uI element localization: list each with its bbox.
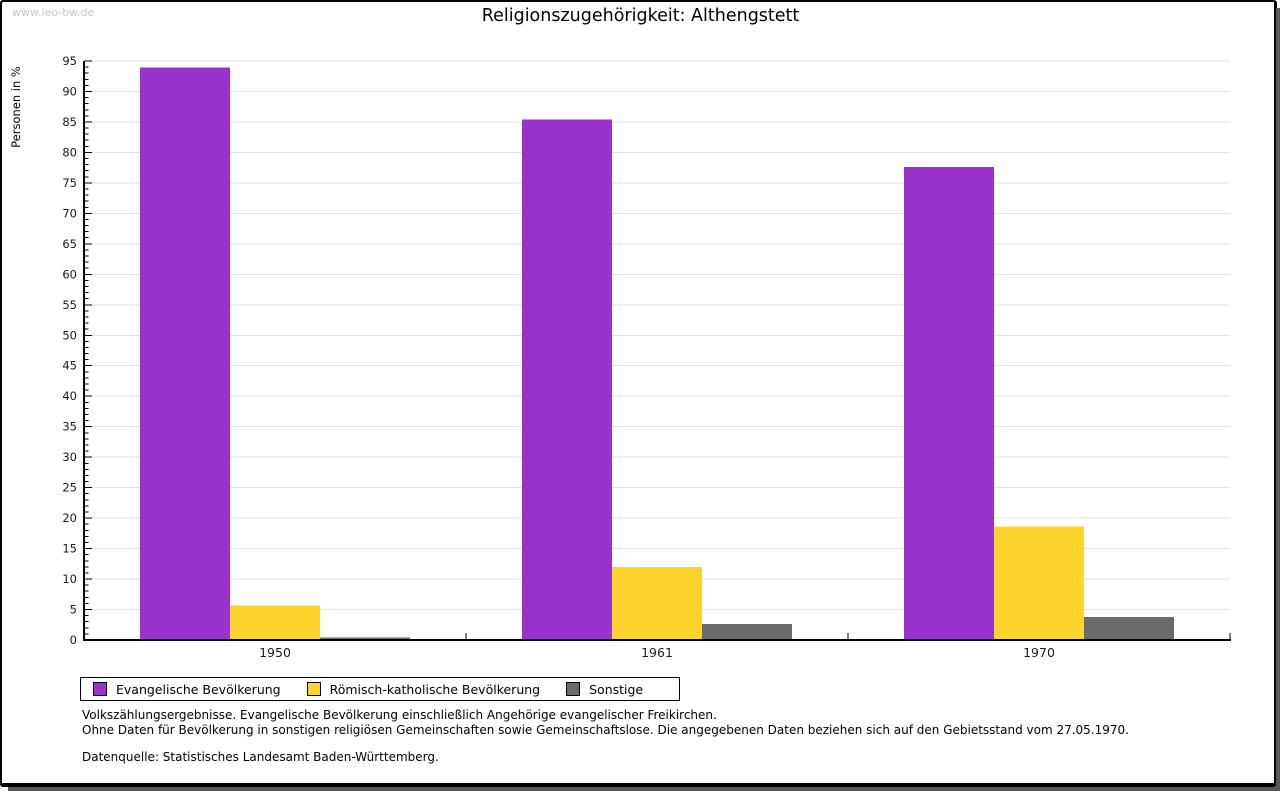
frame-shadow-right [1276,8,1280,791]
chart-title: Religionszugehörigkeit: Althengstett [481,6,800,26]
x-category-label: 1950 [259,645,291,660]
legend-label-1: Evangelische Bevölkerung [116,681,281,697]
y-tick-label: 90 [62,84,77,98]
legend: Evangelische Bevölkerung Römisch-katholis… [80,677,680,701]
y-tick-label: 50 [62,328,77,342]
y-tick-label: 30 [62,450,77,464]
bar-1950-3 [320,637,410,640]
legend-item-2: Römisch-katholische Bevölkerung [306,681,541,697]
bar-1950-2 [230,605,320,640]
y-tick-label: 95 [62,54,77,68]
bar-1970-3 [1084,616,1174,640]
bar-1961-2 [612,566,702,640]
bar-1970-2 [994,526,1084,640]
legend-label-2: Römisch-katholische Bevölkerung [329,681,541,697]
x-category-label: 1961 [641,645,673,660]
y-tick-label: 75 [62,176,77,190]
legend-item-1: Evangelische Bevölkerung [93,682,281,697]
y-tick-label: 20 [62,511,77,525]
footnote-line-2: Ohne Daten für Bevölkerung in sonstigen … [82,723,1129,737]
footnotes: Volkszählungsergebnisse. Evangelische Be… [82,708,1129,765]
y-tick-label: 40 [62,389,77,403]
bar-1961-1 [522,119,612,641]
data-source: Datenquelle: Statistisches Landesamt Bad… [82,750,439,764]
x-category-label: 1970 [1023,645,1055,660]
legend-label-3: Sonstige [589,681,644,697]
legend-swatch-2 [306,682,321,696]
bar-1950-1 [140,67,230,640]
y-tick-label: 0 [70,633,77,647]
y-tick-label: 80 [62,145,77,159]
y-tick-label: 55 [62,298,77,312]
y-tick-label: 70 [62,206,77,220]
y-tick-label: 85 [62,115,77,129]
footnote-line-1: Volkszählungsergebnisse. Evangelische Be… [82,708,717,722]
y-tick-label: 35 [62,420,77,434]
y-tick-label: 25 [62,481,77,495]
y-tick-label: 15 [62,542,77,556]
legend-item-3: Sonstige [566,682,643,697]
y-tick-label: 65 [62,237,77,251]
frame-shadow-bottom [8,787,1280,791]
watermark-url: www.leo-bw.de [12,6,95,19]
y-tick-label: 5 [70,603,77,617]
legend-swatch-1 [93,682,107,696]
y-tick-label: 10 [62,572,77,586]
legend-swatch-3 [566,682,581,696]
bar-1961-3 [702,624,792,640]
y-tick-label: 60 [62,267,77,281]
y-tick-label: 45 [62,359,77,373]
bar-chart-plot: 0 5 10 15 20 25 30 35 40 45 50 55 60 65 70 75 80 85 90 95 19… [62,54,1231,660]
bar-1970-1 [904,167,994,641]
